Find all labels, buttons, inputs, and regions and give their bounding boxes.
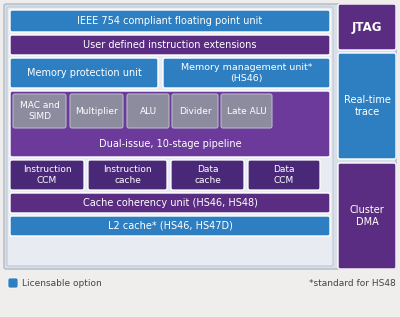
- Text: MAC and
SIMD: MAC and SIMD: [20, 101, 60, 121]
- FancyBboxPatch shape: [163, 58, 330, 88]
- FancyBboxPatch shape: [10, 10, 330, 32]
- Text: ALU: ALU: [140, 107, 156, 115]
- Text: Divider: Divider: [179, 107, 211, 115]
- FancyBboxPatch shape: [172, 94, 218, 128]
- FancyBboxPatch shape: [8, 278, 18, 288]
- FancyBboxPatch shape: [171, 160, 244, 190]
- FancyBboxPatch shape: [10, 91, 330, 157]
- Text: Data
cache: Data cache: [194, 165, 221, 185]
- Text: Multiplier: Multiplier: [75, 107, 118, 115]
- FancyBboxPatch shape: [10, 160, 84, 190]
- FancyBboxPatch shape: [127, 94, 169, 128]
- FancyBboxPatch shape: [338, 163, 396, 269]
- Text: Licensable option: Licensable option: [22, 279, 102, 288]
- Text: Instruction
cache: Instruction cache: [103, 165, 152, 185]
- FancyBboxPatch shape: [7, 7, 333, 266]
- Text: User defined instruction extensions: User defined instruction extensions: [83, 40, 257, 50]
- FancyBboxPatch shape: [4, 4, 396, 269]
- FancyBboxPatch shape: [338, 53, 396, 159]
- Text: JTAG: JTAG: [352, 21, 382, 34]
- FancyBboxPatch shape: [70, 94, 123, 128]
- Text: L2 cache* (HS46, HS47D): L2 cache* (HS46, HS47D): [108, 221, 232, 231]
- Text: *standard for HS48: *standard for HS48: [309, 279, 396, 288]
- FancyBboxPatch shape: [221, 94, 272, 128]
- FancyBboxPatch shape: [10, 193, 330, 213]
- FancyBboxPatch shape: [10, 58, 158, 88]
- FancyBboxPatch shape: [13, 94, 66, 128]
- Text: Instruction
CCM: Instruction CCM: [23, 165, 71, 185]
- Text: Memory protection unit: Memory protection unit: [26, 68, 142, 78]
- FancyBboxPatch shape: [10, 35, 330, 55]
- FancyBboxPatch shape: [10, 216, 330, 236]
- Text: Dual-issue, 10-stage pipeline: Dual-issue, 10-stage pipeline: [99, 139, 241, 149]
- Text: IEEE 754 compliant floating point unit: IEEE 754 compliant floating point unit: [77, 16, 263, 26]
- FancyBboxPatch shape: [248, 160, 320, 190]
- Text: Data
CCM: Data CCM: [273, 165, 295, 185]
- Text: Cluster
DMA: Cluster DMA: [350, 205, 384, 227]
- Text: Real-time
trace: Real-time trace: [344, 95, 390, 117]
- Text: Cache coherency unit (HS46, HS48): Cache coherency unit (HS46, HS48): [82, 198, 258, 208]
- FancyBboxPatch shape: [338, 4, 396, 50]
- Text: Memory management unit*
(HS46): Memory management unit* (HS46): [181, 63, 312, 83]
- Text: Late ALU: Late ALU: [227, 107, 266, 115]
- FancyBboxPatch shape: [88, 160, 167, 190]
